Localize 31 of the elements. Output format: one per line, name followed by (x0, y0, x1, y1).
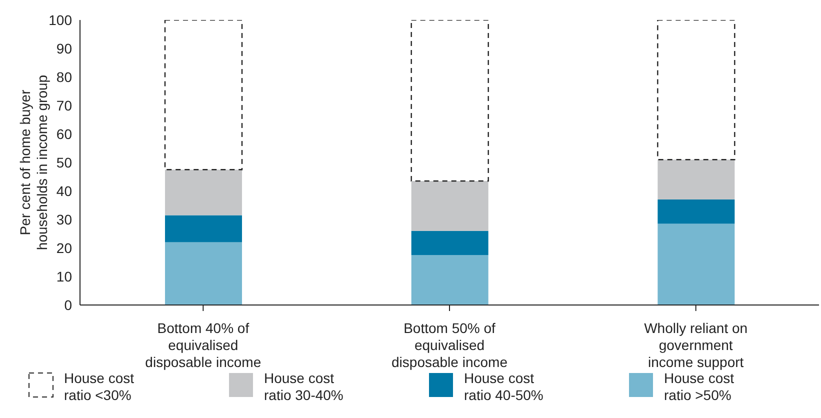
bar (411, 181, 488, 231)
y-tick-label: 70 (56, 97, 72, 114)
y-axis-title: Per cent of home buyer households in income group (17, 74, 50, 250)
legend-label: House cost ratio <30% (64, 370, 136, 404)
bar (165, 242, 242, 305)
y-tick-label: 100 (48, 12, 72, 28)
y-tick-label: 0 (64, 296, 72, 313)
x-tick-label: Wholly reliant on government income support (644, 320, 748, 370)
y-tick-label: 80 (56, 68, 72, 85)
bar (658, 200, 735, 224)
bar (410, 20, 489, 182)
bar (165, 215, 242, 242)
bar (657, 20, 736, 160)
bar (658, 224, 735, 305)
y-tick-label: 20 (56, 240, 72, 256)
y-tick-label: 40 (56, 182, 72, 199)
bar (411, 255, 488, 305)
x-tick-label: Bottom 40% of equivalised disposable income (145, 320, 262, 370)
y-tick-label: 90 (56, 40, 72, 56)
bar (411, 230, 488, 256)
bar (165, 170, 242, 216)
bar (658, 160, 735, 200)
y-tick-label: 30 (56, 211, 72, 228)
bar (164, 20, 243, 170)
legend-label: House cost ratio >50% (664, 370, 736, 404)
legend-label: House cost ratio 40-50% (464, 370, 544, 404)
y-tick-label: 10 (56, 268, 72, 284)
y-tick-label: 60 (56, 126, 72, 142)
legend-label: House cost ratio 30-40% (264, 370, 344, 404)
y-tick-label: 50 (56, 154, 72, 170)
x-tick-label: Bottom 50% of equivalised disposable income (392, 320, 508, 370)
